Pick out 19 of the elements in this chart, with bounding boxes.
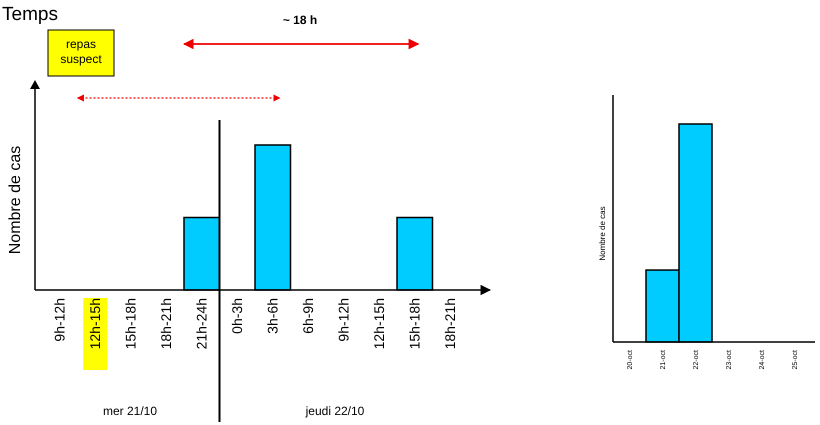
x-tick-label: 0h-3h <box>229 298 246 334</box>
x-tick-label: 21h-24h <box>194 298 210 350</box>
x-tick-label: 12h-15h <box>371 298 388 350</box>
text: mer 21/10 <box>102 404 158 418</box>
x-tick-label: 6h-9h <box>300 298 316 334</box>
x-tick-label: 12h-15h <box>87 298 104 350</box>
text: ~ 18 h <box>282 13 318 27</box>
x-tick-label: 18h-21h <box>442 298 458 350</box>
x-tick-label: 15h-18h <box>122 298 139 350</box>
chart-title: Temps <box>2 4 58 25</box>
text: jeudi 22/10 <box>304 404 365 418</box>
x-tick-label: 9h-12h <box>336 298 352 342</box>
x-tick-label: 3h-6h <box>264 298 281 334</box>
x-tick-label: 9h-12h <box>52 298 68 342</box>
y-axis-title: Nombre de cas <box>598 206 607 261</box>
text: repas suspect <box>60 37 102 66</box>
y-axis-title: Nombre de cas <box>7 146 24 254</box>
x-tick-label: 15h-18h <box>406 298 423 350</box>
x-tick-label: 18h-21h <box>158 298 174 350</box>
